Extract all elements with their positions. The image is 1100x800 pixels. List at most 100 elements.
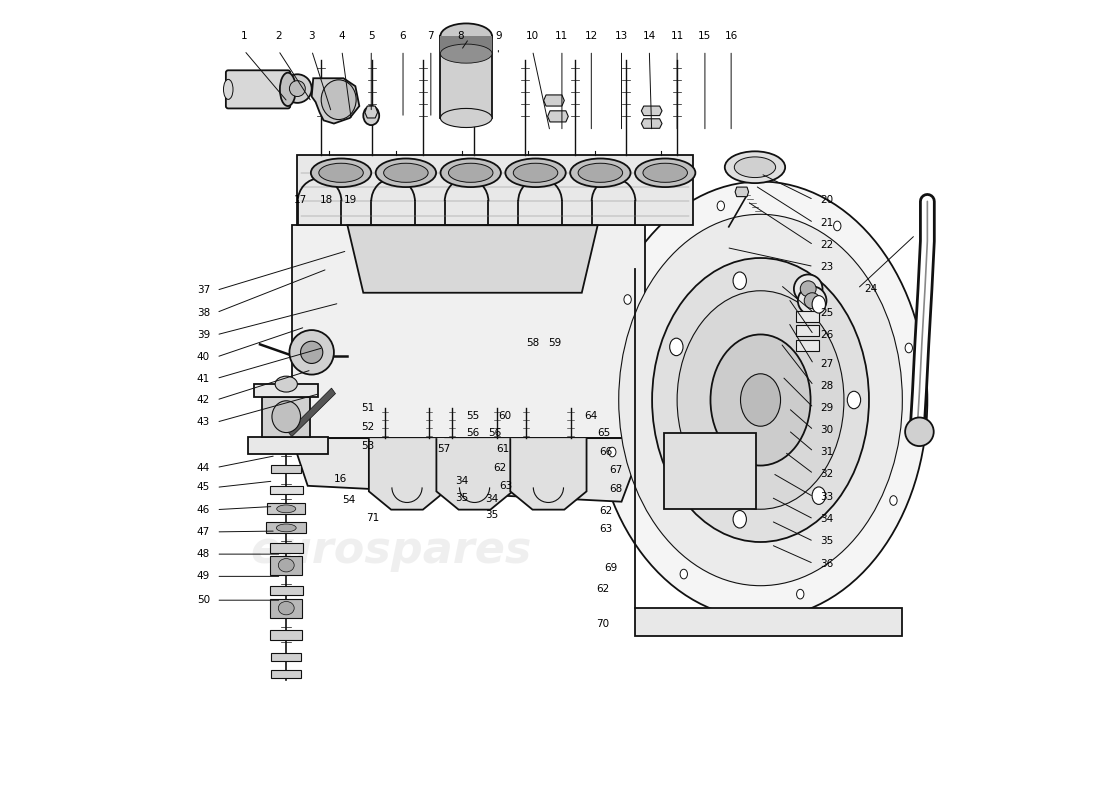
Text: 34: 34: [485, 494, 498, 504]
Ellipse shape: [514, 163, 558, 182]
Ellipse shape: [796, 590, 804, 599]
Text: 25: 25: [821, 308, 834, 318]
Ellipse shape: [277, 505, 296, 513]
Text: 54: 54: [342, 495, 355, 505]
Text: 16: 16: [725, 31, 738, 41]
Text: 34: 34: [454, 476, 467, 486]
Polygon shape: [510, 438, 586, 510]
Ellipse shape: [678, 290, 844, 510]
Text: 5: 5: [367, 31, 375, 41]
Ellipse shape: [440, 44, 492, 63]
Text: 48: 48: [197, 549, 210, 559]
Ellipse shape: [594, 182, 927, 618]
Polygon shape: [548, 111, 569, 122]
FancyBboxPatch shape: [440, 36, 492, 54]
Ellipse shape: [725, 151, 785, 183]
Ellipse shape: [278, 602, 294, 615]
Ellipse shape: [624, 294, 631, 304]
Ellipse shape: [579, 163, 623, 182]
Text: 2: 2: [275, 31, 282, 41]
Ellipse shape: [670, 444, 683, 462]
Ellipse shape: [384, 163, 428, 182]
FancyBboxPatch shape: [272, 653, 301, 661]
Polygon shape: [311, 78, 360, 123]
Text: 37: 37: [197, 286, 210, 295]
Ellipse shape: [440, 158, 500, 187]
Polygon shape: [288, 388, 336, 437]
Text: 61: 61: [496, 444, 509, 454]
Ellipse shape: [652, 258, 869, 542]
Text: 42: 42: [197, 395, 210, 405]
Text: 12: 12: [585, 31, 598, 41]
Ellipse shape: [319, 163, 363, 182]
Text: 4: 4: [339, 31, 345, 41]
FancyBboxPatch shape: [270, 486, 302, 494]
FancyBboxPatch shape: [292, 226, 646, 438]
Ellipse shape: [733, 272, 747, 290]
Ellipse shape: [635, 158, 695, 187]
Text: 33: 33: [821, 492, 834, 502]
Ellipse shape: [440, 109, 492, 127]
Text: 38: 38: [197, 308, 210, 318]
Text: 18: 18: [320, 194, 333, 205]
Text: 11: 11: [556, 31, 569, 41]
Ellipse shape: [289, 81, 306, 97]
Text: 35: 35: [454, 493, 467, 502]
FancyBboxPatch shape: [267, 503, 306, 514]
Text: 43: 43: [197, 418, 210, 427]
Text: 22: 22: [821, 240, 834, 250]
Text: 71: 71: [365, 513, 378, 522]
Ellipse shape: [276, 524, 296, 532]
Text: 23: 23: [821, 262, 834, 271]
FancyBboxPatch shape: [226, 70, 290, 109]
Text: 41: 41: [197, 374, 210, 383]
FancyBboxPatch shape: [796, 340, 818, 350]
Ellipse shape: [275, 376, 297, 392]
Text: 55: 55: [466, 411, 480, 421]
Ellipse shape: [794, 274, 823, 303]
Ellipse shape: [812, 296, 825, 313]
Text: eurospares: eurospares: [251, 530, 531, 573]
Bar: [663, 433, 756, 510]
Text: 65: 65: [597, 428, 611, 438]
Text: 49: 49: [197, 571, 210, 582]
Ellipse shape: [733, 510, 747, 528]
Text: 9: 9: [495, 31, 502, 41]
Text: 27: 27: [821, 359, 834, 370]
Text: 14: 14: [642, 31, 656, 41]
Ellipse shape: [812, 487, 825, 504]
Ellipse shape: [363, 106, 379, 125]
Ellipse shape: [272, 401, 300, 433]
Ellipse shape: [847, 391, 860, 409]
Text: 15: 15: [698, 31, 712, 41]
Text: 32: 32: [821, 469, 834, 479]
Ellipse shape: [905, 418, 934, 446]
FancyBboxPatch shape: [796, 326, 818, 337]
Text: 30: 30: [821, 425, 833, 435]
Ellipse shape: [804, 293, 821, 309]
Text: 6: 6: [399, 31, 406, 41]
Text: 40: 40: [197, 352, 210, 362]
Text: 16: 16: [334, 474, 348, 485]
Text: 60: 60: [498, 411, 512, 421]
Polygon shape: [735, 187, 749, 197]
Text: 46: 46: [197, 505, 210, 514]
Text: 11: 11: [671, 31, 684, 41]
FancyBboxPatch shape: [263, 397, 310, 437]
Polygon shape: [368, 438, 446, 510]
Text: 7: 7: [428, 31, 435, 41]
Polygon shape: [365, 106, 377, 118]
Ellipse shape: [717, 201, 725, 210]
Text: 51: 51: [361, 403, 374, 413]
Text: 36: 36: [821, 558, 834, 569]
Text: 47: 47: [197, 527, 210, 537]
Text: 66: 66: [600, 446, 613, 457]
Text: 17: 17: [294, 194, 307, 205]
FancyBboxPatch shape: [297, 155, 693, 226]
FancyBboxPatch shape: [270, 586, 302, 595]
Text: 29: 29: [821, 403, 834, 413]
Text: 34: 34: [821, 514, 834, 524]
Text: 26: 26: [821, 330, 834, 340]
Ellipse shape: [834, 221, 840, 230]
Ellipse shape: [735, 157, 776, 178]
